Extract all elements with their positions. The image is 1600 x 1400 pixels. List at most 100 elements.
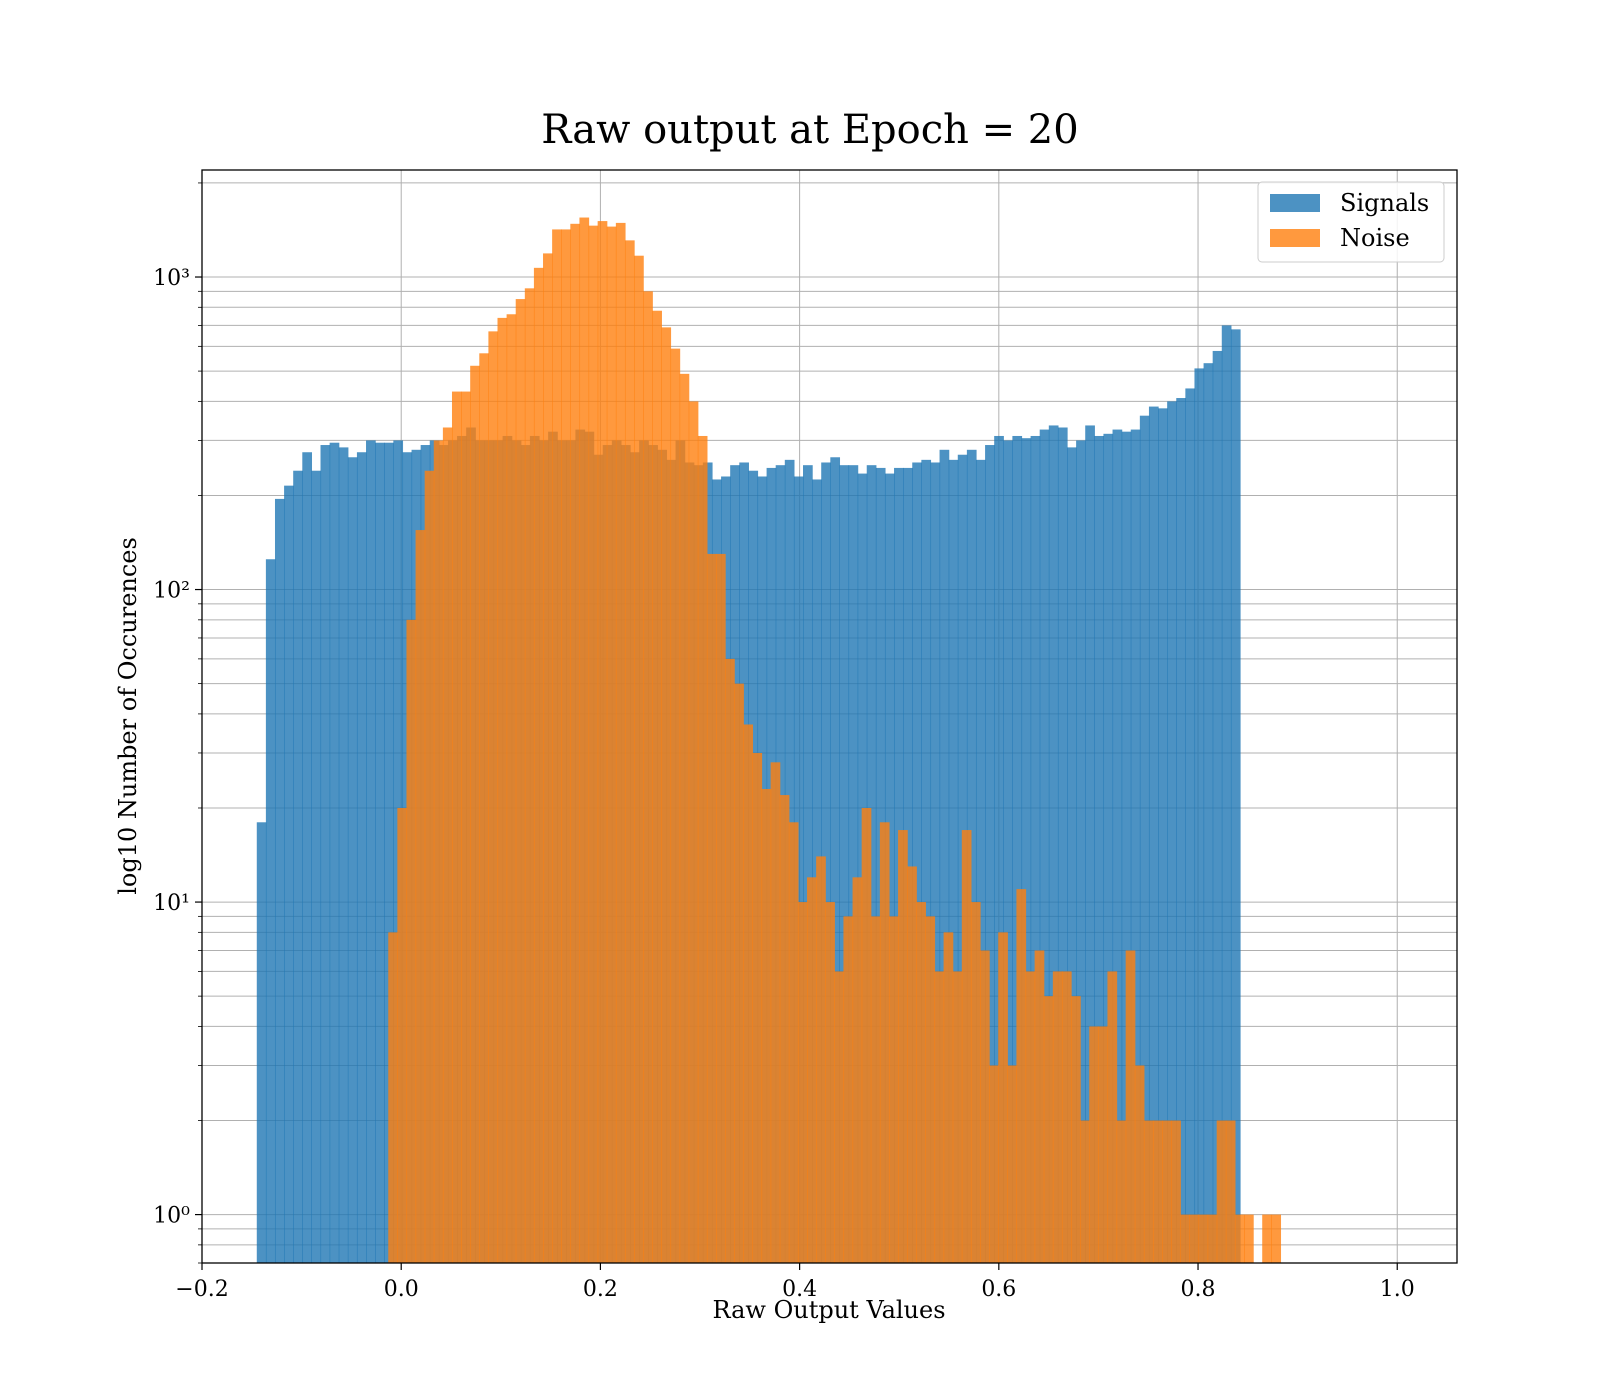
histogram-bar [356,452,367,1263]
histogram-bar [961,830,972,1263]
histogram-bar [989,1065,999,1263]
histogram-bar [570,223,581,1263]
histogram-bar [1116,1120,1127,1263]
histogram-bar [943,932,954,1263]
histogram-bar [329,442,340,1263]
histogram-bar [998,932,1008,1263]
histogram-bar [424,470,435,1264]
histogram-bar [852,877,863,1263]
histogram-bar [1107,971,1118,1263]
histogram-bar [930,462,941,1263]
histogram-bar [579,217,590,1263]
histogram-bar [1103,433,1114,1264]
histogram-bar [1130,429,1141,1263]
histogram-bar [688,401,699,1263]
histogram-bar [1271,1214,1282,1263]
histogram-bar [1125,950,1136,1263]
histogram-bar [1176,398,1186,1263]
histogram-bar [256,822,267,1263]
histogram-bar [1139,415,1150,1263]
histogram-bar [1171,1120,1181,1263]
x-tick-label: 1.0 [1380,1277,1415,1302]
histogram-bar [793,476,804,1263]
histogram-bar [634,255,644,1263]
histogram-bar [1071,996,1081,1263]
histogram-bar [1148,406,1159,1264]
histogram-bar [743,724,754,1263]
histogram-bar [624,240,635,1263]
histogram-bar [903,467,913,1263]
histogram-bar [338,447,349,1263]
histogram-bar [797,902,808,1263]
histogram-bar [970,902,981,1263]
histogram-bar [898,830,908,1263]
histogram-bar [1098,1026,1109,1263]
x-tick-label: 0.4 [782,1277,817,1302]
histogram-bar [1121,431,1132,1263]
histogram-bars [256,217,1282,1264]
histogram-bar [980,950,990,1263]
histogram-bar [442,427,453,1263]
histogram-bar [320,445,331,1263]
histogram-bar [1003,440,1013,1263]
plot-frame [201,169,1458,1264]
histogram-bar [1025,971,1036,1263]
histogram-bar [588,225,599,1263]
y-tick-label: 10¹ [153,891,190,916]
histogram-bar [1207,1214,1218,1263]
y-axis-label: log10 Number of Occurences [114,537,142,895]
histogram-bar [912,462,922,1263]
histogram-bar [1089,1026,1099,1263]
histogram-bar [1012,435,1023,1263]
axis-ticks: −0.2 0.0 0.2 0.4 0.6 0.8 1.0 10⁰ 10¹ 10² 10³ [153,182,1415,1302]
legend-swatch-signals [1270,194,1320,212]
legend-label-signals: Signals [1340,189,1429,217]
histogram-bar [397,807,408,1263]
histogram-bar [415,530,426,1263]
histogram-bar [293,470,303,1264]
histogram-bar [552,229,562,1264]
histogram-bar [866,465,877,1263]
histogram-bar [788,822,799,1263]
legend-swatch-noise [1270,229,1320,247]
histogram-bar [433,440,444,1263]
histogram-bar [366,440,376,1263]
histogram-bar [1052,971,1063,1263]
histogram-bar [770,762,781,1263]
x-tick-label: −0.2 [175,1277,228,1302]
histogram-bar [1094,435,1105,1263]
chart-title: Raw output at Epoch = 20 [541,107,1078,153]
histogram-bar [994,435,1004,1263]
histogram-bar [488,331,499,1263]
histogram-bar [1189,1214,1200,1263]
histogram-bar [848,465,859,1263]
histogram-bar [1007,1065,1018,1263]
x-tick-label: 0.0 [384,1277,419,1302]
histogram-bar [652,310,662,1263]
histogram-bar [479,353,489,1263]
y-tick-label: 10² [153,579,190,604]
histogram-bar [265,559,276,1263]
histogram-bar [1034,950,1045,1263]
histogram-bar [952,971,963,1263]
histogram-bar [1143,1120,1154,1263]
histogram-bar [533,267,544,1263]
histogram-bar [1043,996,1054,1263]
histogram-bar [879,822,890,1263]
histogram-bar [347,457,358,1263]
histogram-bar [1134,1065,1145,1263]
histogram-bar [1198,1214,1209,1263]
histogram-bar [661,327,672,1263]
histogram-bar [752,752,763,1263]
histogram-bar [715,553,726,1263]
histogram-bar [461,391,471,1263]
histogram-bar [925,916,936,1263]
histogram-bar [816,856,826,1263]
histogram-bar [975,459,986,1264]
histogram-bar [934,971,945,1263]
histogram-bar [1244,1214,1254,1263]
histogram-bar [884,473,895,1263]
histogram-bar [939,449,950,1263]
